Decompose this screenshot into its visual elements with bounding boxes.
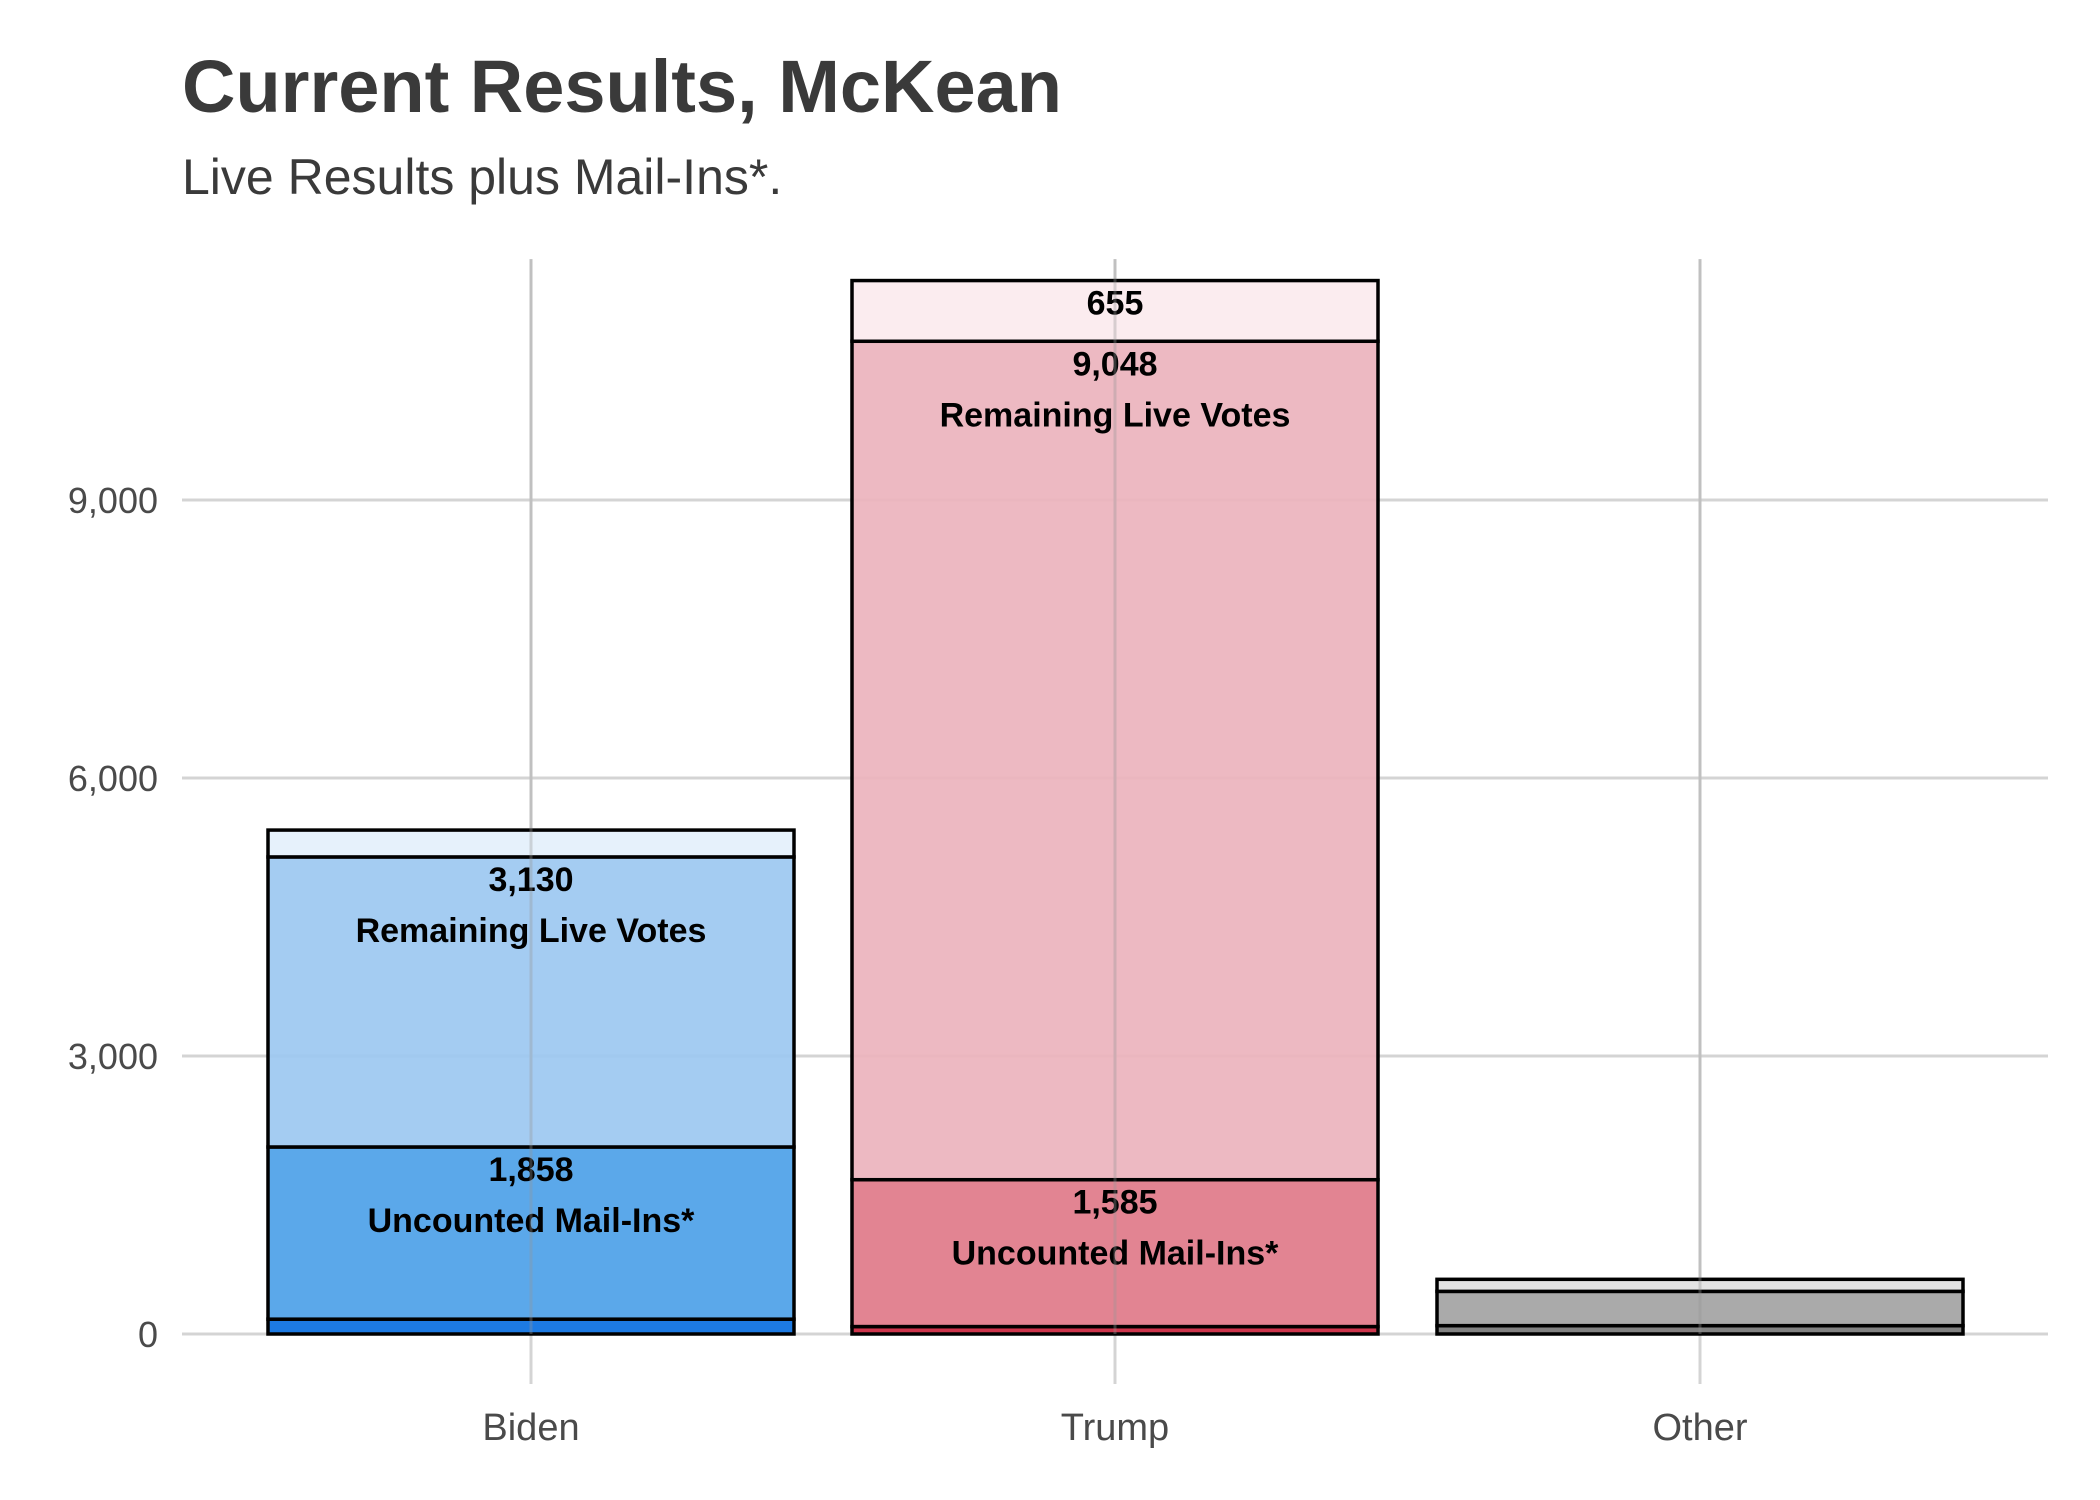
segment-value-label: 1,858 (488, 1151, 573, 1189)
x-tick-label-biden: Biden (482, 1407, 579, 1449)
segment-value-label: 3,130 (488, 861, 573, 899)
chart-subtitle: Live Results plus Mail-Ins*. (182, 149, 783, 205)
chart-title: Current Results, McKean (182, 45, 1062, 128)
segment-value-label: 655 (1087, 285, 1144, 323)
segment-category-label: Remaining Live Votes (356, 912, 707, 950)
y-tick-label: 9,000 (68, 480, 158, 521)
bar-segment-other-1 (1435, 1289, 1965, 1328)
bar-segment-biden-1 (266, 1145, 796, 1321)
segment-value-label: 9,048 (1072, 345, 1157, 383)
bar-segment-biden-2 (266, 855, 796, 1149)
x-tick-label-other: Other (1652, 1407, 1747, 1449)
segment-value-label: 1,585 (1072, 1184, 1157, 1222)
bar-segment-biden-3 (266, 828, 796, 859)
axis-labels-layer: 0 3,000 6,000 9,000 Biden Trump Other (68, 480, 1748, 1449)
segment-category-label: Uncounted Mail-Ins* (368, 1202, 696, 1240)
y-tick-label: 6,000 (68, 758, 158, 799)
segment-category-label: Remaining Live Votes (940, 396, 1291, 434)
bars-layer (266, 278, 1965, 1336)
segment-labels-layer: 1,858 Uncounted Mail-Ins* 3,130 Remaining L… (356, 259, 1702, 1334)
segment-category-label: Uncounted Mail-Ins* (952, 1235, 1280, 1273)
bar-segment-other-2 (1435, 1277, 1965, 1294)
y-tick-label: 0 (138, 1314, 158, 1355)
y-tick-label: 3,000 (68, 1036, 158, 1077)
x-tick-label-trump: Trump (1061, 1407, 1169, 1449)
bar-segment-trump-1 (850, 1177, 1380, 1329)
bar-segment-trump-3 (850, 278, 1380, 344)
